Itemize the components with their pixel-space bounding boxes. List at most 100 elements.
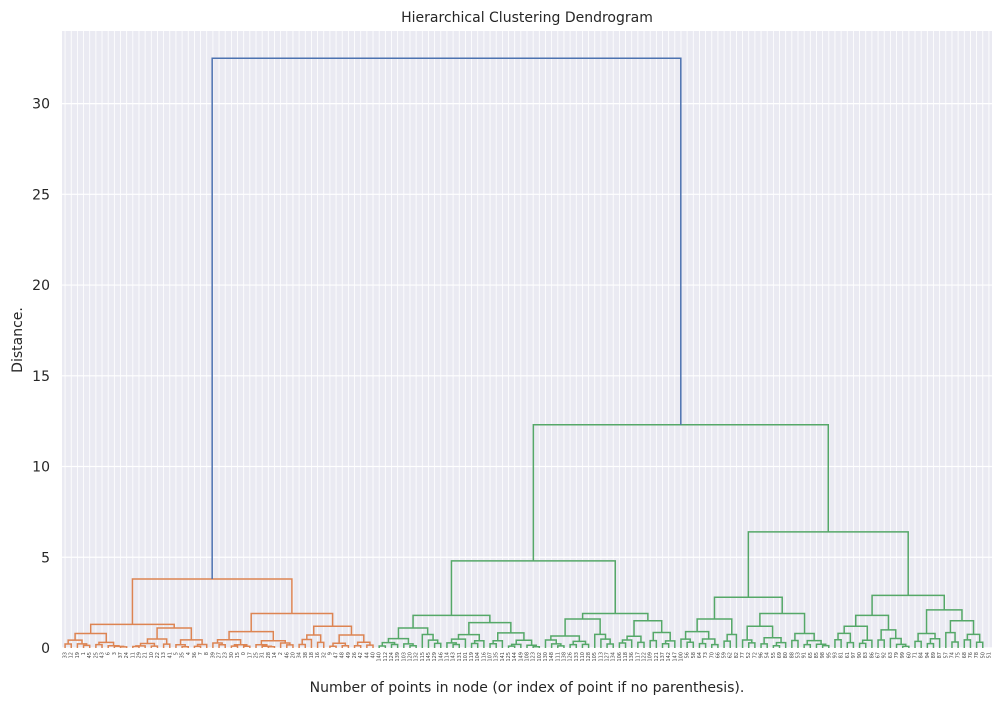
leaf-label: 22 [155, 652, 161, 658]
leaf-label: 88 [789, 652, 795, 658]
leaf-label: 68 [962, 652, 968, 658]
dendrogram-link [119, 646, 128, 648]
leaf-label: 106 [617, 652, 623, 662]
leaf-label: 51 [986, 652, 992, 658]
dendrogram-link [661, 642, 670, 648]
leaf-label: 132 [414, 652, 420, 662]
leaf-label: 141 [500, 652, 506, 662]
dendrogram-link [193, 645, 202, 648]
dendrogram-link [837, 632, 852, 643]
dendrogram-link [759, 612, 806, 634]
dendrogram-link [353, 645, 362, 648]
leaf-label: 133 [574, 652, 580, 662]
leaf-label: 34 [297, 652, 303, 658]
leaf-label: 89 [931, 652, 937, 658]
leaf-label: 87 [937, 652, 943, 658]
leaf-label: 109 [648, 652, 654, 662]
dendrogram-link [107, 644, 120, 648]
leaf-label: 58 [691, 652, 697, 658]
dendrogram-link [366, 644, 374, 648]
dendrogram-link [89, 623, 175, 634]
leaf-label: 120 [407, 652, 413, 662]
dendrogram-link [746, 625, 774, 640]
dendrogram-link [550, 635, 581, 642]
dendrogram-link [298, 643, 307, 648]
dendrogram-link [871, 594, 946, 616]
leaf-label: 127 [605, 652, 611, 662]
leaf-label: 90 [857, 652, 863, 658]
leaf-label: 119 [469, 652, 475, 662]
leaf-label: 37 [118, 652, 124, 658]
leaf-label: 138 [561, 652, 567, 662]
leaf-label: 5 [173, 652, 179, 655]
leaf-label: 44 [364, 652, 370, 658]
leaf-label: 41 [167, 652, 173, 658]
leaf-label: 32 [321, 652, 327, 658]
leaf-label: 25 [93, 652, 99, 658]
leaf-label: 0 [241, 652, 247, 655]
leaf-label: 140 [377, 652, 383, 662]
leaf-label: 63 [888, 652, 894, 658]
leaf-label: 102 [537, 652, 543, 662]
dendrogram-link [507, 645, 516, 648]
leaf-label: 86 [869, 652, 875, 658]
dendrogram-link [212, 642, 223, 648]
leaf-label: 53 [795, 652, 801, 658]
leaf-label: 137 [660, 652, 666, 662]
dendrogram-link [250, 612, 334, 632]
leaf-label: 84 [919, 652, 925, 658]
dendrogram-link [846, 641, 855, 648]
leaf-label: 61 [845, 652, 851, 658]
leaf-label: 4 [186, 652, 192, 655]
dendrogram-link [593, 633, 607, 648]
dendrogram-link [76, 643, 88, 648]
leaf-label: 144 [512, 652, 518, 662]
leaf-label: 121 [654, 652, 660, 662]
leaf-label: 2 [278, 652, 284, 655]
dendrogram-link [312, 625, 353, 636]
leaf-label: 23 [223, 652, 229, 658]
leaf-label: 35 [180, 652, 186, 658]
leaf-label: 135 [494, 652, 500, 662]
dendrogram-link [489, 643, 497, 648]
leaf-label: 108 [525, 652, 531, 662]
leaf-label: 134 [611, 652, 617, 662]
dendrogram-link [775, 641, 787, 648]
leaf-label: 7 [198, 652, 204, 655]
dendrogram-link [618, 642, 627, 648]
leaf-label: 65 [808, 652, 814, 658]
leaf-label: 110 [580, 652, 586, 662]
leaf-label: 107 [488, 652, 494, 662]
leaf-label: 75 [956, 652, 962, 658]
leaf-label: 81 [839, 652, 845, 658]
y-tick-label: 30 [32, 97, 50, 113]
leaf-label: 143 [451, 652, 457, 662]
dendrogram-link [569, 643, 578, 648]
leaf-label: 117 [635, 652, 641, 662]
leaf-label: 39 [210, 652, 216, 658]
leaf-label: 113 [598, 652, 604, 662]
dendrogram-link [496, 632, 525, 641]
leaf-label: 126 [568, 652, 574, 662]
dendrogram-link [966, 633, 981, 643]
dendrogram-link [390, 643, 399, 648]
leaf-label: 139 [395, 652, 401, 662]
leaf-label: 131 [457, 652, 463, 662]
leaf-label: 97 [851, 652, 857, 658]
dendrogram-link [230, 645, 239, 648]
leaf-label: 47 [334, 652, 340, 658]
leaf-label: 33 [63, 652, 69, 658]
leaf-label: 40 [371, 652, 377, 658]
leaf-label: 66 [715, 652, 721, 658]
leaf-label: 52 [746, 652, 752, 658]
chart-title: Hierarchical Clustering Dendrogram [401, 10, 653, 26]
leaf-label: 43 [100, 652, 106, 658]
leaf-label: 46 [284, 652, 290, 658]
y-tick-label: 20 [32, 278, 50, 294]
y-axis-label: Distance. [10, 307, 26, 373]
leaf-label: 29 [136, 652, 142, 658]
leaf-label: 64 [697, 652, 703, 658]
leaf-label: 48 [340, 652, 346, 658]
leaf-label: 62 [728, 652, 734, 658]
